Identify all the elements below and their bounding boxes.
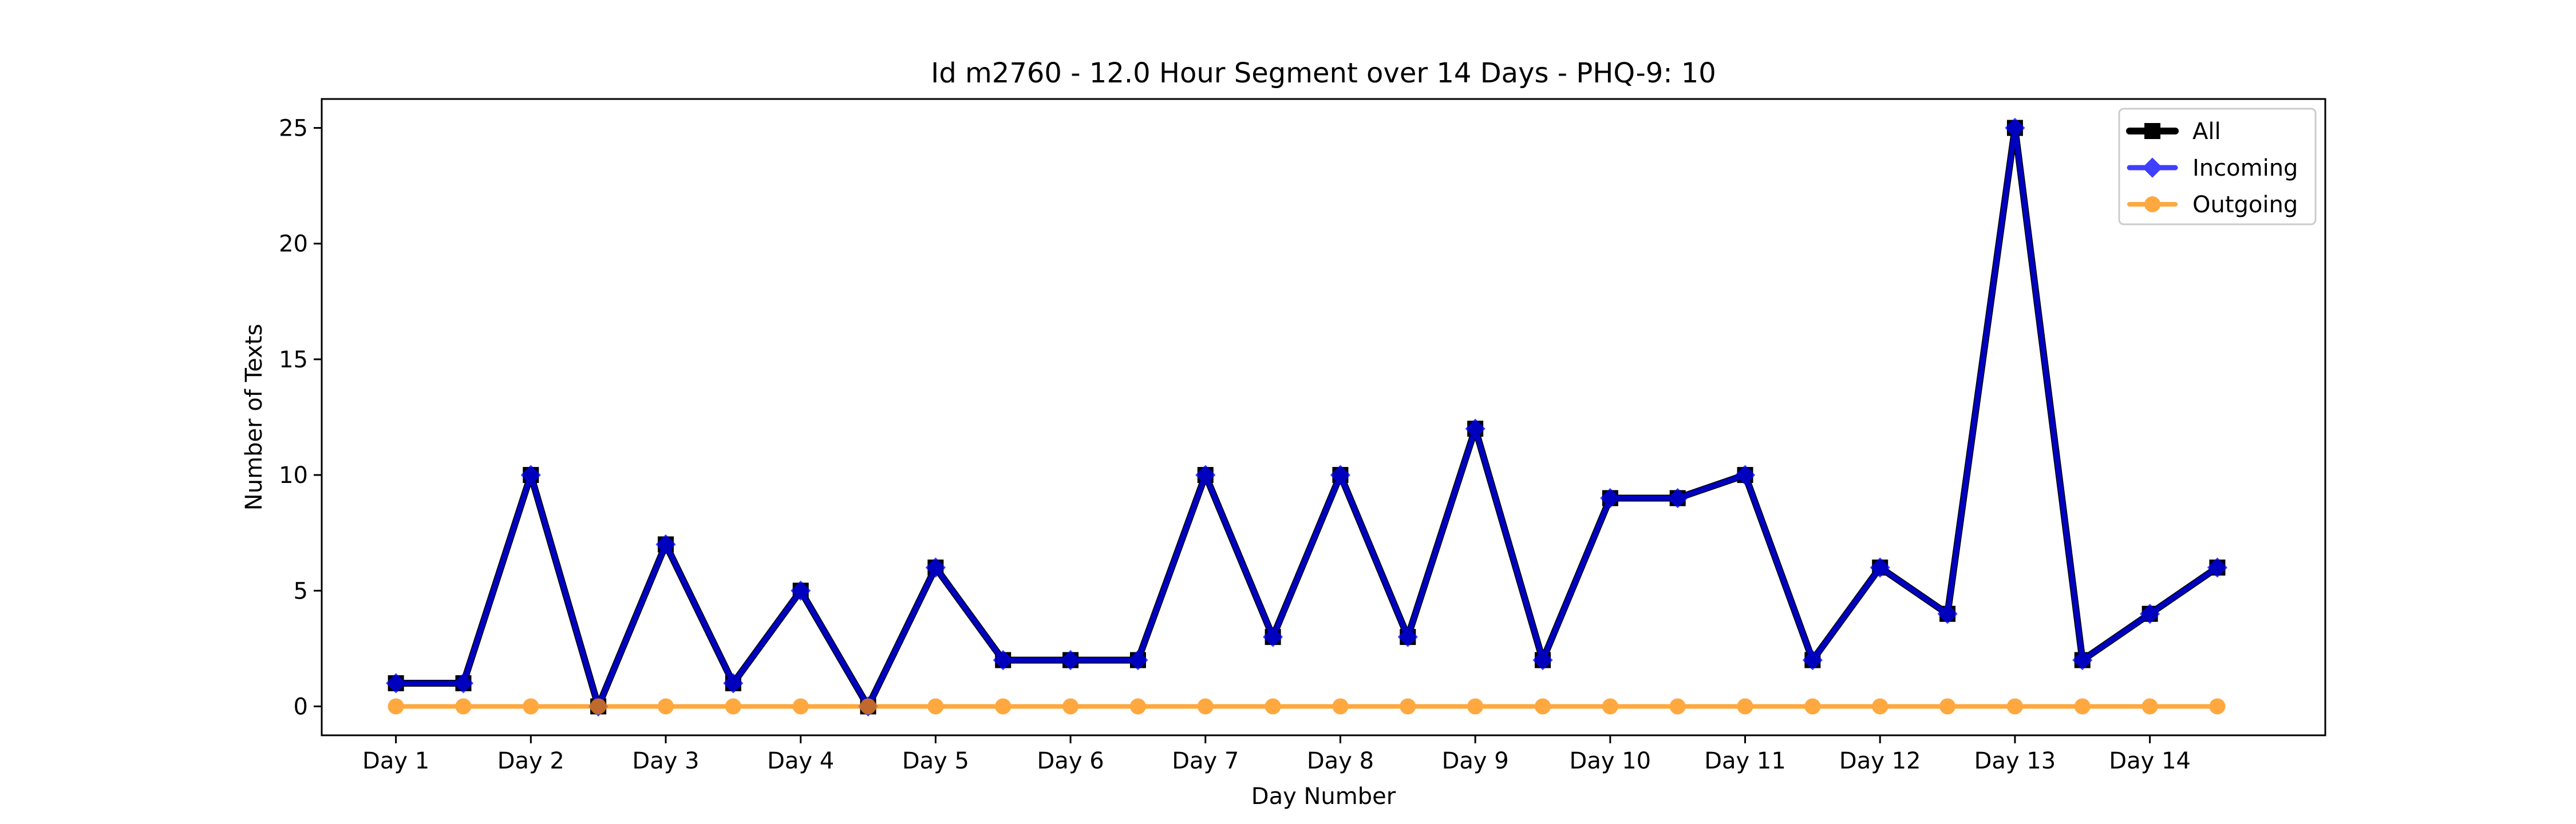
x-tick-label: Day 5	[902, 748, 969, 774]
data-point-outgoing	[658, 698, 674, 715]
data-point-outgoing	[1939, 698, 1956, 715]
data-point-outgoing	[1872, 698, 1888, 715]
data-point-incoming	[2072, 649, 2093, 671]
legend-marker-incoming	[2142, 157, 2163, 178]
x-tick-label: Day 11	[1704, 748, 1786, 774]
data-point-incoming	[1330, 465, 1351, 485]
data-point-incoming	[2207, 557, 2228, 578]
data-point-outgoing	[995, 698, 1012, 715]
data-point-incoming	[1128, 649, 1148, 671]
data-point-outgoing	[860, 698, 876, 715]
y-tick-label: 0	[294, 694, 308, 720]
x-tick-label: Day 14	[2109, 748, 2191, 774]
data-point-outgoing	[2006, 698, 2023, 715]
data-point-outgoing	[1400, 698, 1416, 715]
data-point-outgoing	[1129, 698, 1146, 715]
data-point-outgoing	[1737, 698, 1753, 715]
y-tick-label: 10	[279, 462, 308, 489]
legend-box	[2118, 108, 2317, 225]
legend-entries: All Incoming Outgoing	[2126, 118, 2298, 218]
y-axis-label: Number of Texts	[241, 324, 267, 510]
data-point-outgoing	[1804, 698, 1821, 715]
data-point-outgoing	[1602, 698, 1618, 715]
data-point-incoming	[1802, 649, 1823, 671]
data-point-incoming	[1263, 627, 1283, 647]
data-point-incoming	[993, 649, 1013, 671]
x-tick-label: Day 12	[1839, 748, 1921, 774]
data-point-outgoing	[1669, 698, 1686, 715]
data-point-outgoing	[2142, 698, 2158, 715]
chart-title: Id m2760 - 12.0 Hour Segment over 14 Day…	[931, 57, 1716, 89]
legend-label-incoming: Incoming	[2192, 155, 2298, 181]
x-tick-label: Day 7	[1172, 748, 1239, 774]
data-point-outgoing	[1467, 698, 1484, 715]
data-point-incoming	[1060, 649, 1081, 671]
data-point-outgoing	[1534, 698, 1551, 715]
x-tick-label: Day 1	[362, 748, 429, 774]
data-point-incoming	[1937, 604, 1958, 624]
y-axis-ticks: 0 5 10 15 20 25	[279, 116, 322, 720]
series-line-incoming	[393, 125, 2220, 709]
x-tick-label: Day 8	[1307, 748, 1374, 774]
legend: All Incoming Outgoing	[2118, 108, 2317, 225]
data-point-incoming	[1870, 557, 1890, 578]
data-point-incoming	[1600, 488, 1621, 509]
data-point-incoming	[1195, 465, 1216, 485]
data-point-incoming	[1735, 465, 1756, 485]
data-point-outgoing	[2209, 698, 2226, 715]
data-point-incoming	[1668, 488, 1688, 509]
data-point-incoming	[925, 557, 946, 578]
data-point-incoming	[2005, 117, 2025, 138]
y-tick-label: 20	[279, 231, 308, 258]
legend-marker-all	[2144, 123, 2160, 139]
data-point-incoming	[655, 534, 676, 555]
data-point-outgoing	[523, 698, 539, 715]
x-tick-label: Day 13	[1974, 748, 2056, 774]
legend-label-all: All	[2192, 118, 2221, 145]
legend-entry-all	[2126, 123, 2179, 139]
series-incoming	[386, 117, 2228, 717]
legend-entry-incoming	[2127, 157, 2178, 178]
data-point-outgoing	[725, 698, 741, 715]
data-point-outgoing	[927, 698, 944, 715]
x-axis-label: Day Number	[1251, 783, 1396, 810]
plot-area-frame	[321, 98, 2326, 736]
x-tick-label: Day 6	[1037, 748, 1104, 774]
data-point-incoming	[453, 673, 474, 694]
x-axis-ticks: Day 1 Day 2 Day 3 Day 4 Day 5 Day 6 Day 7 Day 8…	[362, 735, 2191, 774]
data-point-incoming	[723, 673, 744, 694]
x-tick-label: Day 9	[1442, 748, 1509, 774]
data-point-incoming	[1465, 418, 1485, 439]
data-point-outgoing	[1332, 698, 1349, 715]
data-point-outgoing	[792, 698, 809, 715]
data-point-incoming	[2139, 604, 2160, 624]
data-point-incoming	[1532, 649, 1553, 671]
data-point-outgoing	[455, 698, 472, 715]
data-point-outgoing	[2074, 698, 2091, 715]
x-tick-label: Day 2	[497, 748, 564, 774]
series-layer	[386, 117, 2228, 717]
y-tick-label: 25	[279, 116, 308, 142]
data-point-outgoing	[388, 698, 404, 715]
data-point-outgoing	[1197, 698, 1214, 715]
y-tick-label: 15	[279, 347, 308, 373]
legend-label-outgoing: Outgoing	[2192, 192, 2298, 218]
data-point-outgoing	[1265, 698, 1281, 715]
y-tick-label: 5	[294, 578, 308, 604]
legend-marker-outgoing	[2144, 196, 2160, 212]
x-tick-label: Day 4	[767, 748, 834, 774]
data-point-incoming	[386, 673, 406, 694]
x-tick-label: Day 3	[632, 748, 699, 774]
data-point-incoming	[791, 580, 811, 601]
data-point-incoming	[520, 465, 541, 485]
data-point-outgoing	[1062, 698, 1079, 715]
data-point-incoming	[1397, 627, 1418, 647]
data-point-outgoing	[590, 698, 607, 715]
x-tick-label: Day 10	[1570, 748, 1652, 774]
series-outgoing	[388, 698, 2226, 715]
legend-entry-outgoing	[2127, 196, 2178, 212]
